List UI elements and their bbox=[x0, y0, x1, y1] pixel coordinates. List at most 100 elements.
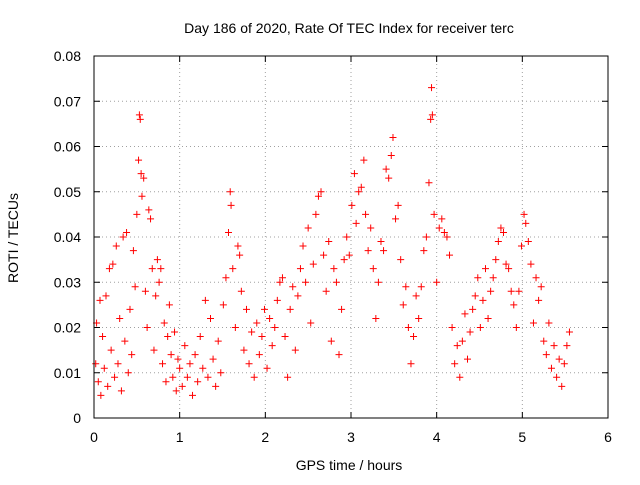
data-point bbox=[268, 342, 276, 350]
data-point bbox=[382, 165, 390, 173]
data-point bbox=[399, 301, 407, 309]
data-point bbox=[171, 328, 179, 336]
data-point bbox=[105, 265, 113, 273]
data-point bbox=[350, 170, 358, 178]
data-point bbox=[537, 283, 545, 291]
data-point bbox=[141, 287, 149, 295]
data-point bbox=[273, 296, 281, 304]
data-point bbox=[312, 210, 320, 218]
data-point bbox=[505, 265, 513, 273]
grid bbox=[94, 56, 608, 418]
data-point bbox=[520, 210, 528, 218]
data-point bbox=[348, 201, 356, 209]
data-point bbox=[410, 333, 418, 341]
data-point bbox=[237, 287, 245, 295]
data-point bbox=[433, 278, 441, 286]
x-tick-label: 2 bbox=[261, 429, 269, 445]
data-point bbox=[360, 156, 368, 164]
data-point bbox=[428, 111, 436, 119]
data-point bbox=[355, 188, 363, 196]
x-tick-label: 3 bbox=[347, 429, 355, 445]
data-point bbox=[335, 351, 343, 359]
data-point bbox=[112, 242, 120, 250]
data-point bbox=[474, 274, 482, 282]
data-point bbox=[286, 305, 294, 313]
data-point bbox=[563, 342, 571, 350]
data-point bbox=[524, 238, 532, 246]
data-point bbox=[148, 265, 156, 273]
data-point bbox=[397, 256, 405, 264]
data-point bbox=[404, 324, 412, 331]
data-point bbox=[162, 378, 170, 386]
data-point bbox=[510, 301, 518, 309]
data-point bbox=[240, 346, 248, 354]
data-point bbox=[469, 305, 477, 313]
data-point bbox=[343, 233, 351, 241]
data-point bbox=[345, 251, 353, 259]
data-point bbox=[152, 292, 160, 300]
data-point bbox=[565, 328, 573, 336]
data-point bbox=[484, 314, 492, 322]
data-point bbox=[153, 256, 161, 264]
data-point bbox=[169, 373, 177, 381]
data-point bbox=[420, 247, 428, 255]
data-point bbox=[448, 324, 456, 331]
data-point bbox=[248, 328, 256, 336]
data-point bbox=[186, 360, 194, 368]
y-tick-label: 0.04 bbox=[54, 229, 81, 245]
data-point bbox=[116, 314, 124, 322]
data-point bbox=[389, 133, 397, 141]
data-point bbox=[104, 382, 112, 390]
data-point bbox=[494, 238, 502, 246]
data-point bbox=[487, 287, 495, 295]
data-point bbox=[392, 215, 400, 223]
data-point bbox=[219, 301, 227, 309]
data-point bbox=[250, 373, 258, 381]
data-point bbox=[302, 278, 310, 286]
data-point bbox=[276, 278, 284, 286]
data-point bbox=[332, 278, 340, 286]
data-point bbox=[117, 387, 125, 395]
data-point bbox=[214, 337, 222, 345]
data-point bbox=[425, 179, 433, 187]
data-point bbox=[560, 360, 568, 368]
data-point bbox=[236, 251, 244, 259]
data-point bbox=[427, 115, 435, 123]
data-points bbox=[92, 84, 573, 399]
y-tick-label: 0 bbox=[73, 410, 81, 426]
data-point bbox=[502, 260, 510, 268]
data-point bbox=[172, 387, 180, 395]
y-tick-label: 0.06 bbox=[54, 139, 81, 155]
data-point bbox=[242, 305, 250, 313]
data-point bbox=[266, 314, 274, 322]
data-point bbox=[322, 287, 330, 295]
data-point bbox=[558, 382, 566, 390]
data-point bbox=[461, 310, 469, 318]
data-point bbox=[458, 337, 466, 345]
data-point bbox=[542, 351, 550, 359]
data-point bbox=[255, 351, 263, 359]
data-point bbox=[135, 156, 143, 164]
data-point bbox=[164, 333, 172, 341]
data-point bbox=[140, 174, 148, 182]
data-point bbox=[367, 224, 375, 232]
data-point bbox=[135, 111, 143, 119]
y-tick-label: 0.01 bbox=[54, 365, 81, 381]
data-point bbox=[199, 364, 207, 372]
data-point bbox=[417, 283, 425, 291]
data-point bbox=[100, 364, 108, 372]
data-point bbox=[535, 296, 543, 304]
data-point bbox=[555, 355, 563, 363]
data-point bbox=[327, 337, 335, 345]
data-point bbox=[430, 210, 438, 218]
data-point bbox=[512, 324, 520, 331]
data-point bbox=[207, 314, 215, 322]
data-point bbox=[196, 333, 204, 341]
data-point bbox=[124, 369, 132, 377]
data-point bbox=[545, 319, 553, 327]
data-point bbox=[330, 265, 338, 273]
data-point bbox=[466, 328, 474, 336]
data-point bbox=[402, 283, 410, 291]
data-point bbox=[128, 351, 136, 359]
